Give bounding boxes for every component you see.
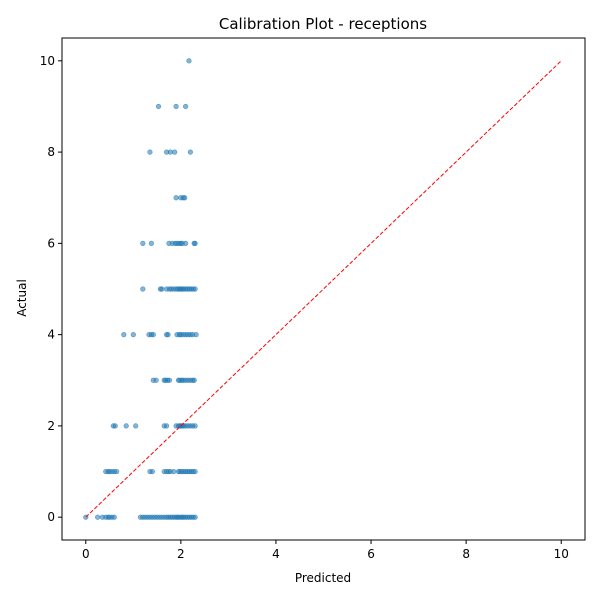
data-point <box>140 240 146 246</box>
y-tick-label: 4 <box>47 328 55 342</box>
data-point <box>182 195 188 201</box>
y-tick-label: 10 <box>40 54 55 68</box>
data-point <box>148 240 154 246</box>
data-point <box>150 332 156 338</box>
data-point <box>167 149 174 155</box>
data-point <box>192 240 198 246</box>
y-axis: 0 2 4 6 8 10 <box>40 54 62 524</box>
x-axis-label: Predicted <box>295 571 351 585</box>
data-point <box>186 58 192 64</box>
chart-title: Calibration Plot - receptions <box>219 15 427 33</box>
x-tick-label: 10 <box>554 547 569 561</box>
data-point <box>112 423 118 429</box>
y-tick-label: 2 <box>47 419 55 433</box>
reference-line <box>85 60 562 518</box>
data-point <box>192 423 198 429</box>
y-axis-label: Actual <box>15 279 29 317</box>
data-point <box>155 103 162 110</box>
data-point <box>183 240 189 246</box>
y-tick-label: 6 <box>47 236 55 250</box>
x-tick-label: 0 <box>82 547 90 561</box>
data-point <box>165 332 171 338</box>
data-point <box>114 468 120 475</box>
data-point <box>95 514 101 520</box>
x-tick-label: 8 <box>462 547 470 561</box>
y-tick-label: 0 <box>47 510 55 524</box>
x-axis: 0 2 4 6 8 10 <box>82 540 569 561</box>
data-point <box>193 332 199 338</box>
plot-area <box>61 37 586 541</box>
data-points <box>83 58 199 520</box>
data-point <box>123 423 129 429</box>
y-tick-label: 8 <box>47 145 55 159</box>
data-point <box>192 286 198 292</box>
data-point <box>173 195 179 201</box>
data-point <box>111 514 117 520</box>
data-point <box>140 286 146 292</box>
data-point <box>183 103 189 110</box>
data-point <box>130 332 136 338</box>
data-point <box>149 468 155 475</box>
data-point <box>153 377 159 383</box>
data-point <box>192 468 198 475</box>
data-point <box>192 514 198 520</box>
data-point <box>121 332 127 338</box>
data-point <box>164 423 170 429</box>
data-point <box>147 149 153 155</box>
data-point <box>173 103 179 110</box>
data-point <box>187 149 193 155</box>
data-point <box>133 423 139 429</box>
data-point <box>172 149 178 155</box>
x-tick-label: 2 <box>177 547 185 561</box>
plot-frame <box>61 37 586 541</box>
x-tick-label: 4 <box>272 547 280 561</box>
data-point <box>191 377 197 383</box>
x-tick-label: 6 <box>367 547 375 561</box>
data-point <box>159 286 165 292</box>
data-point <box>166 377 173 383</box>
data-point <box>171 468 177 475</box>
